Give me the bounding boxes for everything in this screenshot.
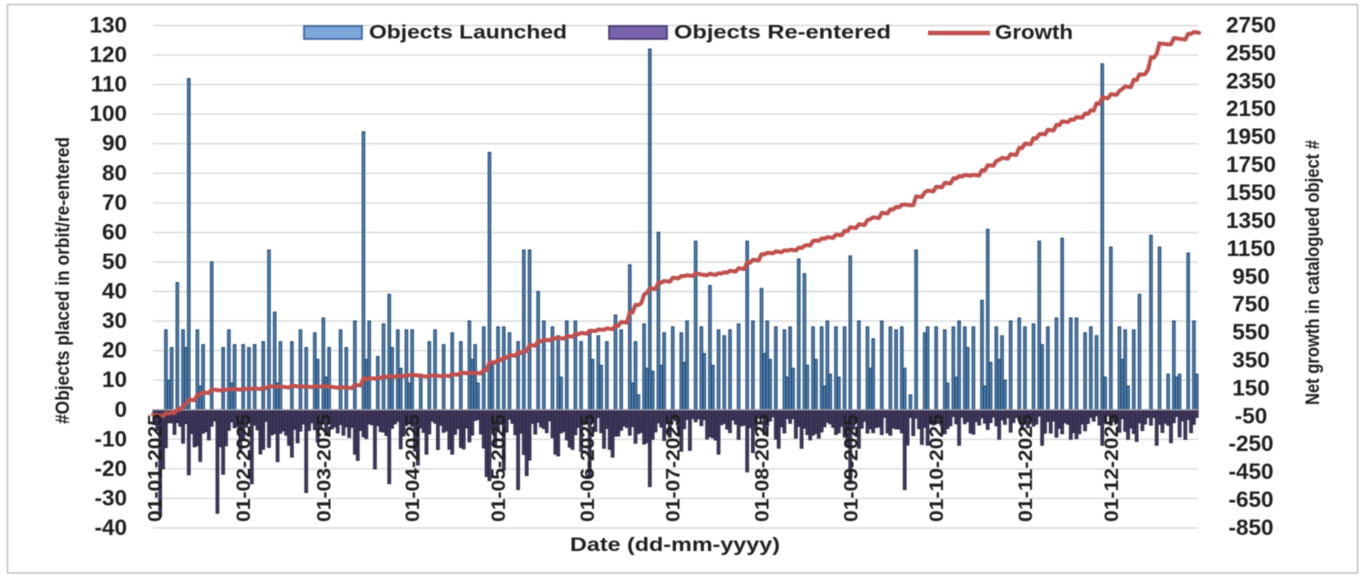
svg-text:Objects Launched: Objects Launched [369,23,567,44]
svg-text:60: 60 [102,219,127,244]
svg-text:90: 90 [102,131,127,156]
svg-text:-30: -30 [94,485,127,510]
svg-text:-20: -20 [94,456,127,481]
svg-text:-650: -650 [1228,487,1273,512]
svg-text:-850: -850 [1228,515,1273,540]
svg-text:-40: -40 [94,515,127,540]
svg-text:#Objects placed in orbit/re-e: #Objects placed in orbit/re-entered [53,137,74,424]
svg-text:01-06-2025: 01-06-2025 [578,414,599,522]
svg-text:01-12-2025: 01-12-2025 [1102,414,1123,522]
svg-text:01-09-2025: 01-09-2025 [841,414,862,522]
svg-text:30: 30 [102,308,127,333]
svg-text:Objects Re-entered: Objects Re-entered [674,23,891,44]
svg-text:01-05-2025: 01-05-2025 [489,414,510,522]
svg-text:1550: 1550 [1226,180,1276,205]
svg-text:01-01-2025: 01-01-2025 [145,414,166,522]
svg-text:Date (dd-mm-yyyy): Date (dd-mm-yyyy) [570,535,780,556]
svg-text:01-07-2025: 01-07-2025 [664,414,685,522]
svg-text:70: 70 [102,190,127,215]
svg-text:2150: 2150 [1226,96,1276,121]
svg-text:01-08-2025: 01-08-2025 [753,414,774,522]
svg-text:-250: -250 [1228,431,1273,456]
svg-text:110: 110 [91,72,127,97]
svg-text:1150: 1150 [1227,236,1276,261]
svg-text:01-04-2025: 01-04-2025 [403,414,424,522]
svg-text:20: 20 [102,338,127,363]
svg-text:Growth: Growth [995,22,1073,44]
svg-text:1350: 1350 [1226,208,1276,233]
svg-text:10: 10 [102,367,127,392]
svg-text:130: 130 [89,13,127,38]
svg-text:01-02-2025: 01-02-2025 [234,414,255,522]
svg-text:1950: 1950 [1226,124,1276,149]
svg-text:01-10-2025: 01-10-2025 [927,414,948,522]
svg-text:2350: 2350 [1226,68,1276,93]
svg-text:2550: 2550 [1226,40,1276,65]
svg-text:0: 0 [114,397,127,422]
svg-text:1750: 1750 [1226,152,1276,177]
svg-text:750: 750 [1232,292,1270,317]
svg-text:-10: -10 [94,426,127,451]
svg-text:-450: -450 [1228,459,1273,484]
svg-text:80: 80 [102,160,127,185]
svg-text:01-11-2025: 01-11-2025 [1016,414,1037,522]
svg-text:100: 100 [89,101,127,126]
svg-text:350: 350 [1232,348,1270,373]
svg-text:950: 950 [1232,264,1270,289]
svg-text:Net growth in catalogued objec: Net growth in catalogued object # [1303,140,1324,405]
svg-text:120: 120 [89,42,127,67]
svg-text:-50: -50 [1235,403,1268,428]
svg-text:50: 50 [102,249,127,274]
svg-text:2750: 2750 [1226,13,1276,38]
svg-text:550: 550 [1232,320,1270,345]
svg-text:01-03-2025: 01-03-2025 [314,414,335,522]
svg-text:150: 150 [1232,375,1270,400]
svg-text:40: 40 [102,279,127,304]
